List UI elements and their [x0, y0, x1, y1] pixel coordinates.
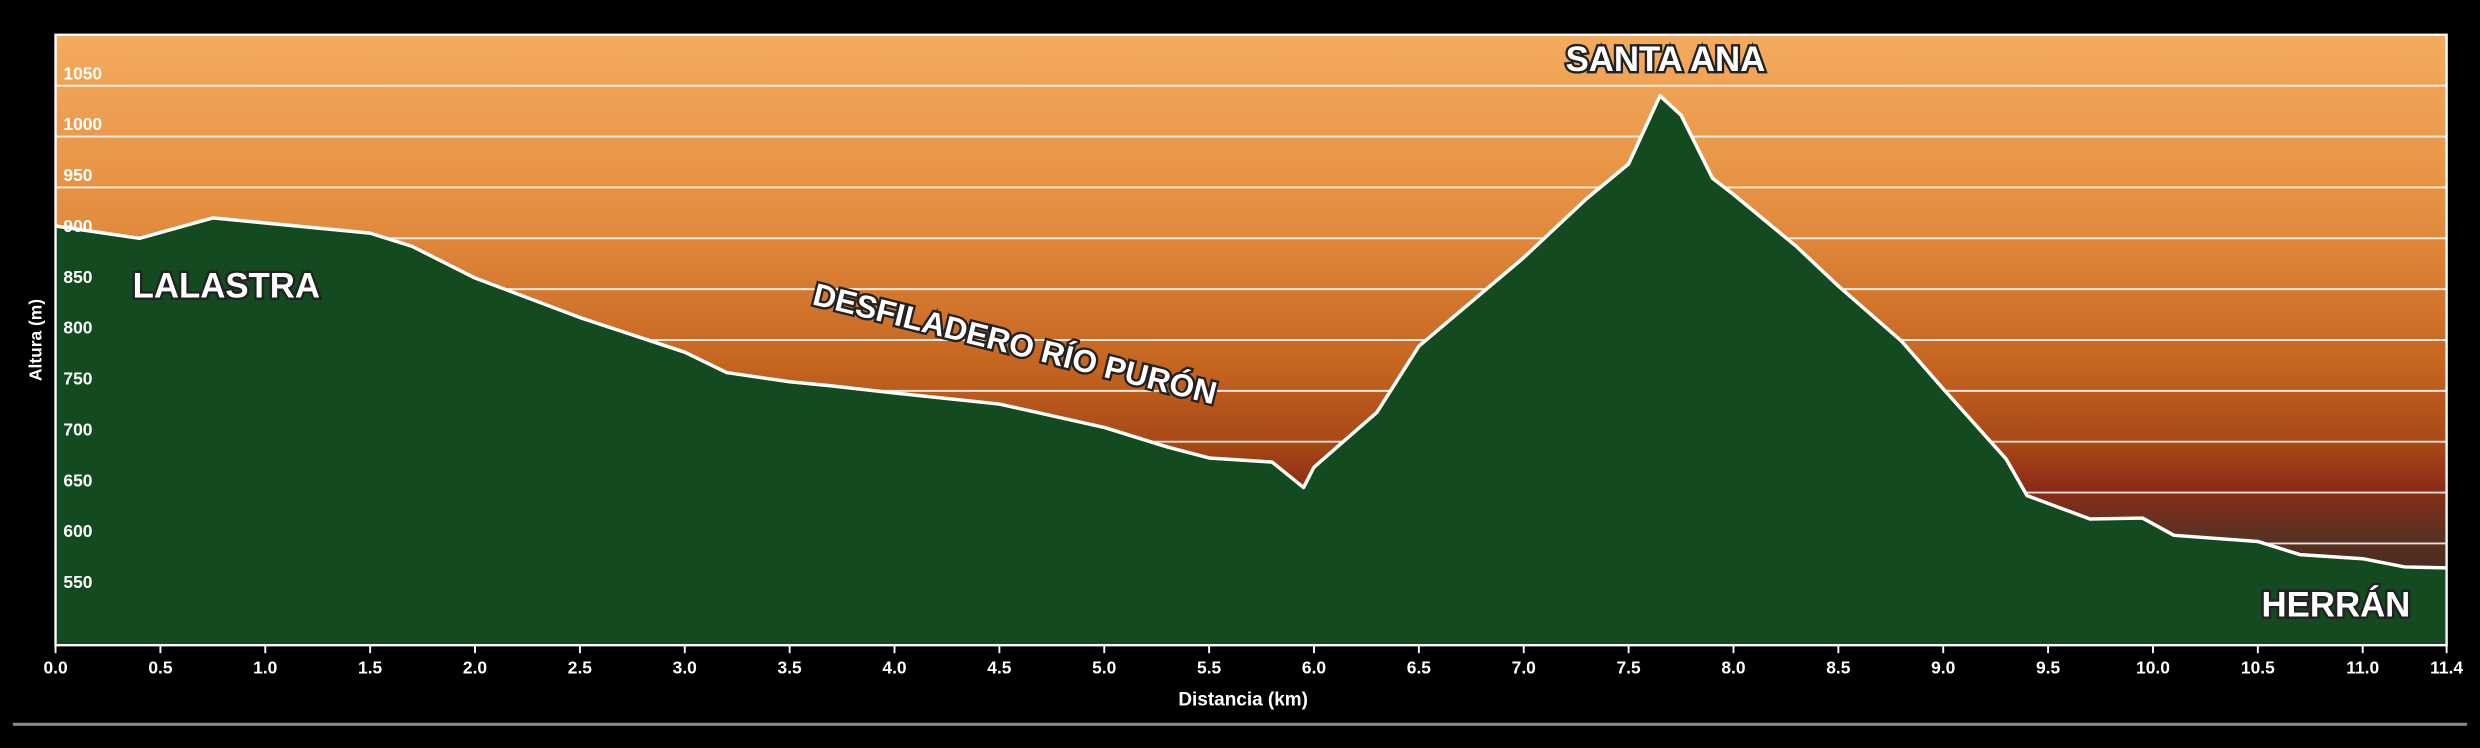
x-tick-label: 11.0 — [2346, 658, 2379, 678]
y-tick-label: 950 — [63, 165, 92, 185]
x-tick-label: 3.0 — [673, 658, 697, 678]
x-tick-label: 8.0 — [1721, 658, 1745, 678]
y-axis-title: Altura (m) — [25, 299, 45, 381]
x-tick-label: 7.0 — [1512, 658, 1536, 678]
y-tick-label: 1050 — [63, 63, 102, 83]
x-tick-label: 8.5 — [1826, 658, 1850, 678]
x-tick-label: 10.5 — [2241, 658, 2275, 678]
annotation: HERRÁN — [2262, 585, 2411, 625]
x-tick-label: 0.0 — [43, 658, 67, 678]
x-tick-label: 1.0 — [253, 658, 277, 678]
x-tick-label: 2.0 — [463, 658, 487, 678]
y-tick-label: 900 — [63, 216, 92, 236]
x-axis-title: Distancia (km) — [1178, 689, 1308, 710]
x-tick-label: 5.0 — [1092, 658, 1116, 678]
y-tick-label: 800 — [63, 318, 92, 338]
plot-frame — [54, 33, 2448, 647]
annotation: SANTA ANA — [1566, 41, 1766, 79]
elevation-area — [55, 95, 2447, 646]
elevation-line — [55, 94, 2447, 570]
x-tick-label: 1.5 — [358, 658, 382, 678]
x-tick-label: 5.5 — [1197, 658, 1221, 678]
x-tick-label: 3.5 — [778, 658, 802, 678]
y-tick-label: 650 — [63, 470, 92, 490]
x-tick-label: 6.5 — [1407, 658, 1431, 678]
y-tick-label: 550 — [63, 572, 92, 592]
x-tick-label: 6.0 — [1302, 658, 1326, 678]
annotation: LALASTRA — [133, 267, 320, 305]
x-tick-label: 0.5 — [148, 658, 172, 678]
y-tick-label: 850 — [63, 267, 92, 287]
x-tick-label: 4.0 — [882, 658, 906, 678]
x-tick-label: 10.0 — [2136, 658, 2170, 678]
y-tick-label: 600 — [63, 521, 92, 541]
x-tick-label: 11.4 — [2430, 658, 2463, 678]
y-tick-label: 750 — [63, 369, 92, 389]
x-tick-label: 4.5 — [987, 658, 1011, 678]
x-tick-label: 9.5 — [2036, 658, 2060, 678]
x-tick-label: 9.0 — [1931, 658, 1955, 678]
y-tick-label: 1000 — [63, 114, 102, 134]
x-tick-label: 7.5 — [1617, 658, 1641, 678]
y-tick-label: 700 — [63, 419, 92, 439]
x-tick-label: 2.5 — [568, 658, 592, 678]
